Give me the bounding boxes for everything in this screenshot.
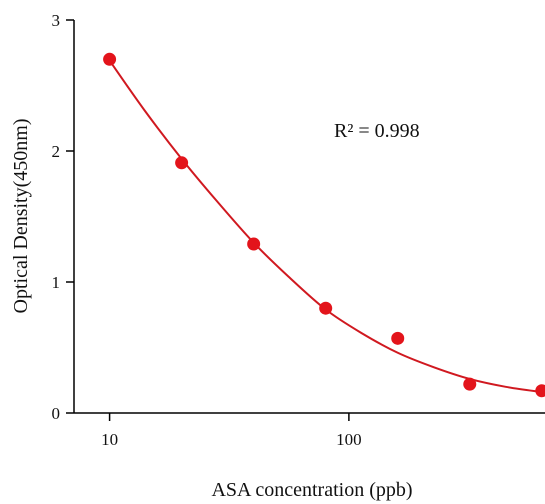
- fit-curve: [108, 60, 542, 394]
- fit-curve-layer: [108, 60, 542, 394]
- x-tick-label: 10: [101, 430, 118, 449]
- data-point: [391, 331, 405, 345]
- y-axis-title: Optical Density(450nm): [10, 119, 32, 314]
- y-tick-label: 3: [52, 11, 61, 30]
- x-tick-label: 100: [336, 430, 362, 449]
- r-squared-annotation: R² = 0.998: [334, 120, 420, 142]
- y-tick-label: 1: [52, 273, 61, 292]
- y-tick-label: 0: [52, 404, 61, 423]
- data-point: [463, 377, 477, 391]
- axes: [73, 20, 545, 414]
- data-point: [175, 156, 189, 170]
- data-point: [103, 52, 117, 66]
- data-point: [319, 301, 333, 315]
- ticks: 0 1 2 3 10 100: [52, 11, 362, 449]
- y-tick-label: 2: [52, 142, 61, 161]
- data-points-layer: [103, 52, 545, 398]
- x-axis-title: ASA concentration (ppb): [211, 479, 412, 501]
- data-point: [535, 384, 545, 398]
- data-point: [247, 237, 261, 251]
